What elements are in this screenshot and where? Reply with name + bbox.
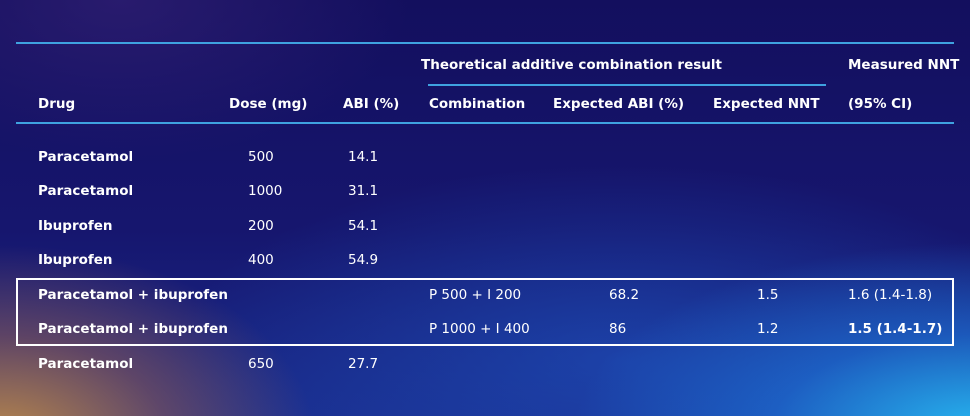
group-underline-rule [428,84,826,86]
cell-dose: 200 [248,218,274,234]
header-ci: (95% CI) [848,96,913,112]
cell-measured-nnt: 1.6 (1.4-1.8) [848,287,933,303]
cell-abi: 31.1 [348,183,379,199]
cell-dose: 500 [248,149,274,165]
cell-drug: Paracetamol [38,183,134,199]
header-abi: ABI (%) [343,96,400,112]
header-dose: Dose (mg) [229,96,308,112]
cell-expected-nnt: 1.2 [757,321,779,337]
header-bottom-rule [16,122,954,124]
cell-abi: 54.1 [348,218,379,234]
table-top-rule [16,42,954,44]
cell-combination: P 1000 + I 400 [429,321,530,337]
cell-drug: Ibuprofen [38,218,113,234]
cell-dose: 1000 [248,183,283,199]
cell-abi: 14.1 [348,149,379,165]
cell-drug: Paracetamol [38,149,134,165]
cell-drug: Paracetamol [38,356,134,372]
header-expected-nnt: Expected NNT [713,96,820,112]
header-combination: Combination [429,96,526,112]
header-measured-nnt: Measured NNT [848,57,960,73]
group-header-theoretical: Theoretical additive combination result [421,57,722,73]
cell-abi: 27.7 [348,356,379,372]
cell-drug: Paracetamol + ibuprofen [38,287,228,303]
cell-measured-nnt: 1.5 (1.4-1.7) [848,321,943,337]
cell-abi: 54.9 [348,252,379,268]
cell-expected-abi: 86 [609,321,627,337]
cell-combination: P 500 + I 200 [429,287,522,303]
cell-dose: 400 [248,252,274,268]
cell-drug: Ibuprofen [38,252,113,268]
cell-expected-abi: 68.2 [609,287,640,303]
highlight-box [16,278,954,346]
cell-dose: 650 [248,356,274,372]
cell-expected-nnt: 1.5 [757,287,779,303]
header-drug: Drug [38,96,76,112]
cell-drug: Paracetamol + ibuprofen [38,321,228,337]
header-expected-abi: Expected ABI (%) [553,96,685,112]
